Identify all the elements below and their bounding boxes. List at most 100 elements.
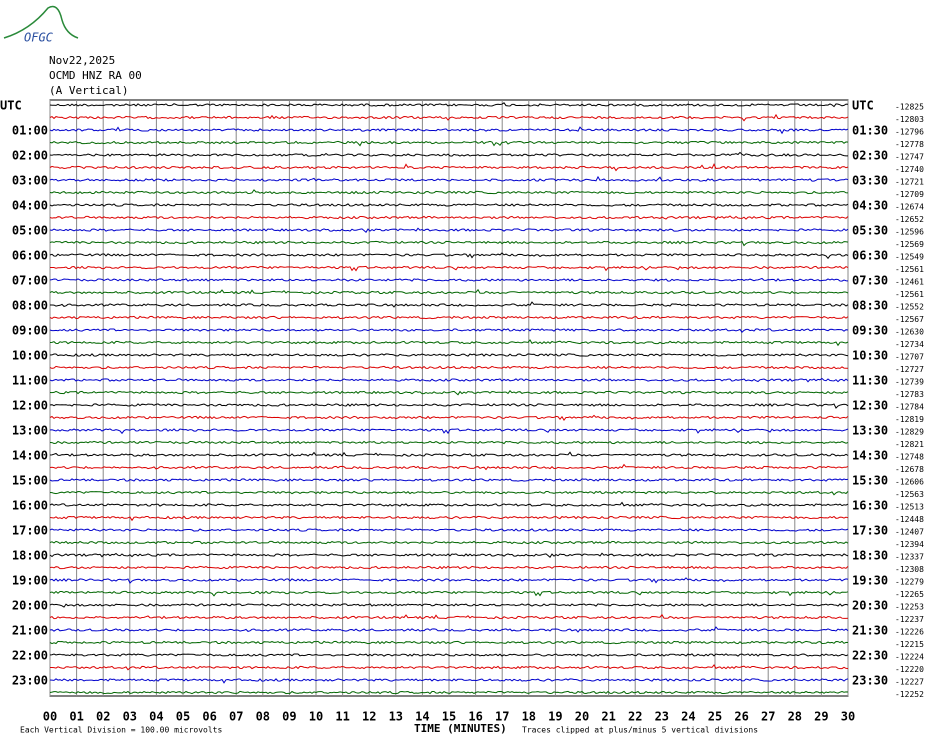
right-time-label: 08:30 xyxy=(852,299,888,313)
left-time-label: 09:00 xyxy=(12,324,48,338)
trace-offset: -12796 xyxy=(895,128,924,137)
trace-offset: -12784 xyxy=(895,403,924,412)
trace-offset: -12707 xyxy=(895,353,924,362)
trace-offset: -12252 xyxy=(895,690,924,699)
trace xyxy=(49,126,849,135)
right-time-label: 02:30 xyxy=(852,149,888,163)
left-time-label: UTC xyxy=(0,99,22,113)
trace xyxy=(49,189,849,195)
right-time-label: 10:30 xyxy=(852,349,888,363)
trace xyxy=(49,377,849,383)
trace-offset: -12819 xyxy=(895,415,924,424)
trace-offset: -12674 xyxy=(895,203,924,212)
left-time-label: 05:00 xyxy=(12,224,48,238)
trace xyxy=(49,252,849,260)
left-time-label: 21:00 xyxy=(12,624,48,638)
trace xyxy=(49,552,849,558)
trace xyxy=(49,328,849,333)
right-time-label: 09:30 xyxy=(852,324,888,338)
trace-offset: -12227 xyxy=(895,678,924,687)
left-time-label: 16:00 xyxy=(12,499,48,513)
left-time-label: 15:00 xyxy=(12,474,48,488)
trace xyxy=(50,664,849,671)
trace-offset: -12748 xyxy=(895,453,924,462)
trace xyxy=(49,113,849,122)
x-tick-label: 25 xyxy=(708,710,722,724)
trace xyxy=(49,501,849,507)
trace xyxy=(49,240,849,247)
trace xyxy=(49,163,849,172)
trace xyxy=(49,451,849,457)
trace xyxy=(49,203,849,207)
trace-offset: -12727 xyxy=(895,365,924,374)
left-time-label: 01:00 xyxy=(12,124,48,138)
trace xyxy=(49,590,849,597)
trace xyxy=(49,315,849,320)
x-tick-label: 28 xyxy=(788,710,802,724)
trace-offset: -12829 xyxy=(895,428,924,437)
trace-offset: -12739 xyxy=(895,378,924,387)
trace xyxy=(49,440,849,445)
trace-offset: -12461 xyxy=(895,278,924,287)
trace-offset: -12513 xyxy=(895,503,924,512)
trace-offset: -12394 xyxy=(895,540,924,549)
trace xyxy=(49,577,849,584)
trace-offset: -12265 xyxy=(895,590,924,599)
trace xyxy=(49,403,849,409)
x-tick-label: 24 xyxy=(681,710,695,724)
trace xyxy=(49,428,849,435)
trace xyxy=(49,353,849,357)
left-time-label: 14:00 xyxy=(12,449,48,463)
trace xyxy=(49,215,849,220)
station: OCMD HNZ RA 00 xyxy=(49,69,142,82)
trace xyxy=(49,678,849,684)
right-time-label: 13:30 xyxy=(852,424,888,438)
date: Nov22,2025 xyxy=(49,54,115,67)
x-tick-label: 17 xyxy=(495,710,509,724)
right-time-label: 03:30 xyxy=(852,174,888,188)
trace-offset: -12407 xyxy=(895,528,924,537)
trace xyxy=(49,102,849,108)
right-time-label: 12:30 xyxy=(852,399,888,413)
trace xyxy=(49,414,849,421)
left-time-label: 18:00 xyxy=(12,549,48,563)
x-tick-label: 29 xyxy=(814,710,828,724)
left-time-label: 22:00 xyxy=(12,649,48,663)
trace-offset: -12606 xyxy=(895,478,924,487)
x-tick-label: 27 xyxy=(761,710,775,724)
trace xyxy=(50,265,849,272)
trace xyxy=(49,626,849,633)
x-tick-label: 19 xyxy=(548,710,562,724)
trace xyxy=(49,515,849,522)
trace xyxy=(50,301,849,308)
trace xyxy=(49,227,849,233)
trace xyxy=(49,390,849,396)
trace xyxy=(49,140,849,147)
right-time-label: 06:30 xyxy=(852,249,888,263)
x-tick-label: 05 xyxy=(176,710,190,724)
left-time-label: 11:00 xyxy=(12,374,48,388)
trace-offset: -12596 xyxy=(895,228,924,237)
trace-offset: -12567 xyxy=(895,315,924,324)
trace-offset: -12226 xyxy=(895,628,924,637)
trace-offset: -12821 xyxy=(895,440,924,449)
trace xyxy=(49,640,849,645)
trace-offset: -12825 xyxy=(895,103,924,112)
trace-offset: -12448 xyxy=(895,515,924,524)
trace xyxy=(49,653,849,657)
trace xyxy=(49,288,849,295)
right-time-label: 19:30 xyxy=(852,574,888,588)
left-time-label: 12:00 xyxy=(12,399,48,413)
logo-text: OFGC xyxy=(24,31,54,45)
trace-offset: -12569 xyxy=(895,240,924,249)
x-axis-title: TIME (MINUTES) xyxy=(414,722,507,735)
trace-offset: -12279 xyxy=(895,578,924,587)
x-tick-label: 30 xyxy=(841,710,855,724)
x-tick-label: 22 xyxy=(628,710,642,724)
x-tick-label: 16 xyxy=(468,710,482,724)
clip-note: Traces clipped at plus/minus 5 vertical … xyxy=(522,726,758,735)
left-time-label: 08:00 xyxy=(12,299,48,313)
trace xyxy=(49,365,849,370)
right-time-label: 22:30 xyxy=(852,649,888,663)
left-time-label: 07:00 xyxy=(12,274,48,288)
